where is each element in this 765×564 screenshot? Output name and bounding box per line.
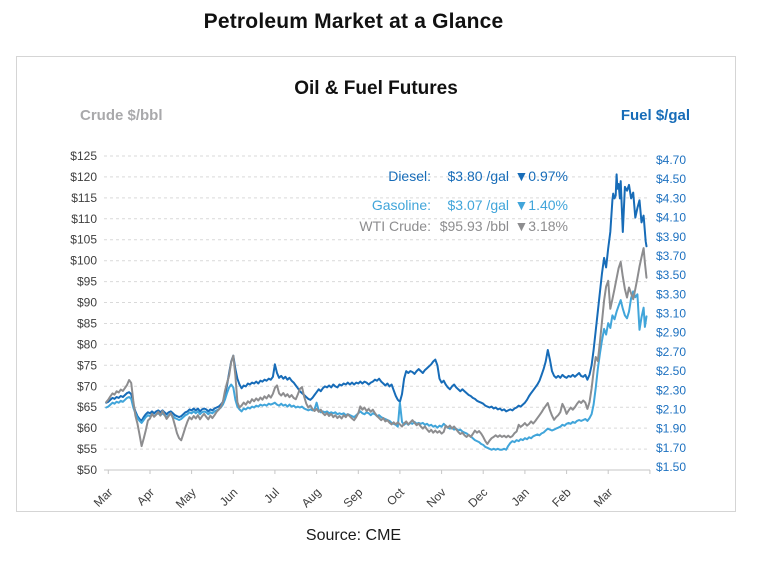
left-axis-tick-label: $95	[77, 275, 97, 289]
right-axis-tick-label: $1.70	[656, 441, 686, 455]
right-axis-tick-label: $2.30	[656, 383, 686, 397]
left-axis-tick-label: $85	[77, 317, 97, 331]
x-axis-month-label: Jul	[261, 485, 282, 506]
right-axis-tick-label: $1.90	[656, 422, 686, 436]
right-axis-tick-label: $3.10	[656, 307, 686, 321]
right-axis-tick-label: $2.70	[656, 345, 686, 359]
right-axis-tick-label: $4.50	[656, 172, 686, 186]
left-axis-tick-label: $125	[70, 149, 97, 163]
legend-value: $3.80 /gal	[447, 168, 510, 184]
x-axis-month-label: Apr	[134, 485, 157, 508]
x-axis-month-label: Mar	[591, 485, 616, 510]
x-axis-month-label: Sep	[340, 485, 365, 510]
x-axis-month-label: Mar	[91, 485, 116, 510]
x-axis-month-label: Jan	[508, 485, 532, 509]
left-axis-tick-label: $115	[71, 191, 97, 205]
left-axis-tick-label: $100	[70, 254, 97, 268]
legend-delta: ▼3.18%	[514, 218, 568, 234]
right-axis-tick-label: $2.10	[656, 402, 686, 416]
source-note: Source: CME	[305, 527, 402, 544]
left-axis-tick-label: $75	[77, 358, 97, 372]
right-axis-tick-label: $3.30	[656, 287, 686, 301]
legend-label: WTI Crude:	[359, 218, 431, 234]
legend-delta: ▼0.97%	[514, 168, 568, 184]
chart-title: Oil & Fuel Futures	[294, 78, 458, 99]
left-axis-tick-label: $120	[70, 170, 97, 184]
legend-delta: ▼1.40%	[514, 197, 568, 213]
legend-value: $3.07 /gal	[447, 197, 510, 213]
right-axis-tick-label: $1.50	[656, 460, 686, 474]
right-axis-tick-label: $4.30	[656, 191, 686, 205]
left-axis-tick-label: $55	[77, 442, 97, 456]
x-axis-month-label: Aug	[299, 485, 324, 510]
left-axis-tick-label: $60	[77, 421, 97, 435]
legend-label: Gasoline:	[371, 197, 431, 213]
x-axis-month-label: Jun	[217, 485, 241, 509]
right-axis-tick-label: $3.90	[656, 230, 686, 244]
right-axis-tick-label: $2.50	[656, 364, 686, 378]
x-axis-month-label: Oct	[384, 485, 408, 509]
left-axis-tick-label: $70	[77, 379, 97, 393]
left-axis-tick-label: $110	[71, 212, 97, 226]
legend-value: $95.93 /bbl	[439, 218, 509, 234]
series-line-gasoline	[105, 290, 648, 451]
right-axis-tick-label: $3.50	[656, 268, 686, 282]
legend-row-gasoline: Gasoline: $3.07 /gal ▼1.40%	[296, 197, 568, 213]
x-axis-month-label: Nov	[424, 485, 449, 510]
legend-row-wti-crude: WTI Crude: $95.93 /bbl ▼3.18%	[296, 218, 568, 234]
x-axis-month-label: Feb	[549, 485, 574, 510]
series-line-diesel	[105, 173, 648, 422]
right-axis-tick-label: $2.90	[656, 326, 686, 340]
right-axis-tick-label: $4.10	[656, 211, 686, 225]
left-axis-tick-label: $80	[77, 337, 97, 351]
x-axis-month-label: Dec	[465, 485, 490, 510]
x-axis-month-label: May	[173, 485, 199, 511]
right-axis-tick-label: $3.70	[656, 249, 686, 263]
series-line-wti-crude	[105, 247, 648, 448]
left-axis-title: Crude $/bbl	[80, 107, 163, 124]
right-axis-title: Fuel $/gal	[620, 107, 690, 124]
left-axis-tick-label: $65	[77, 400, 97, 414]
left-axis-tick-label: $50	[77, 463, 97, 477]
page-title: Petroleum Market at a Glance	[203, 10, 504, 33]
left-axis-tick-label: $90	[77, 296, 97, 310]
left-axis-tick-label: $105	[70, 233, 97, 247]
legend-label: Diesel:	[388, 168, 431, 184]
legend-row-diesel: Diesel: $3.80 /gal ▼0.97%	[296, 168, 568, 184]
right-axis-tick-label: $4.70	[656, 153, 686, 167]
